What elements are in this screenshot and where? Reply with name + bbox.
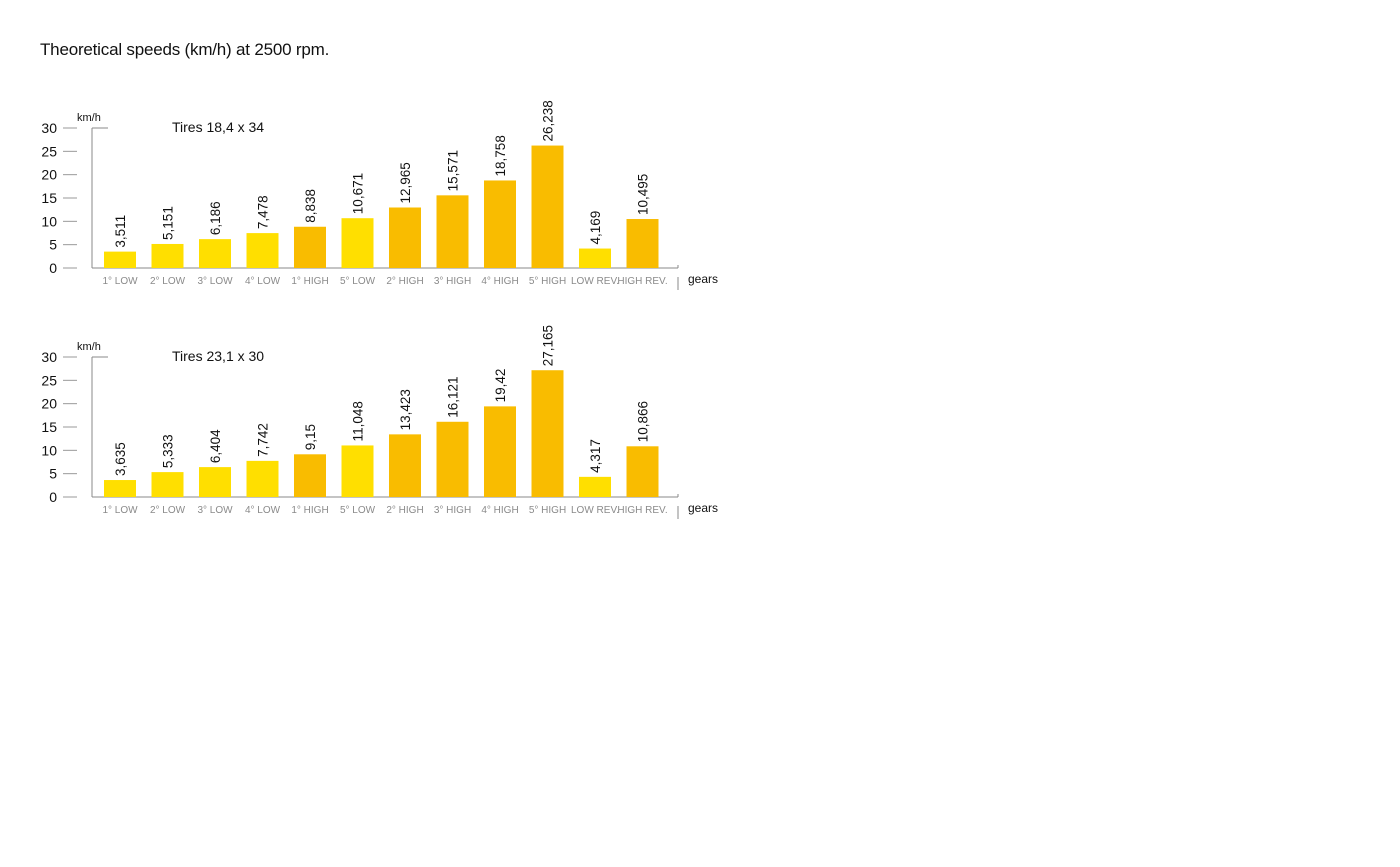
bar	[436, 195, 469, 268]
bar	[341, 218, 374, 268]
x-tick-label: 4° HIGH	[481, 276, 518, 287]
data-label: 10,866	[636, 401, 651, 442]
x-tick-label: 2° HIGH	[386, 276, 423, 287]
x-tick-label: 2° HIGH	[386, 505, 423, 516]
x-axis-title: gears	[688, 501, 718, 515]
data-label: 19,42	[493, 369, 508, 403]
x-tick-label: 1° HIGH	[291, 276, 328, 287]
data-label: 16,121	[446, 376, 461, 417]
y-tick-label: 25	[41, 372, 57, 388]
x-tick-label: HIGH REV.	[617, 505, 667, 516]
x-tick-label: 5° LOW	[340, 276, 376, 287]
x-tick-label: LOW REV.	[571, 505, 619, 516]
bar	[436, 421, 469, 497]
data-label: 11,048	[351, 401, 366, 441]
data-label: 3,511	[113, 215, 128, 248]
y-tick-label: 30	[41, 349, 57, 365]
bar	[151, 243, 184, 268]
data-label: 26,238	[541, 100, 556, 141]
y-tick-label: 20	[41, 396, 57, 412]
data-label: 10,495	[636, 174, 651, 215]
y-tick-label: 5	[49, 466, 57, 482]
data-label: 7,742	[256, 423, 271, 457]
data-label: 15,571	[446, 150, 461, 191]
bar	[579, 248, 611, 268]
bar	[294, 226, 326, 268]
page-title: Theoretical speeds (km/h) at 2500 rpm.	[40, 40, 330, 59]
x-tick-label: 1° LOW	[102, 505, 138, 516]
chart-subtitle: Tires 18,4 x 34	[172, 119, 264, 135]
data-label: 5,333	[161, 434, 176, 468]
x-tick-label: 5° HIGH	[529, 276, 566, 287]
bar	[341, 445, 374, 497]
x-axis-title: gears	[688, 272, 718, 286]
bar-chart-tires-23-1x30: 0 5 10 15 20 25 30 km/h Tires 23,1 x 30 gears 3,63…	[41, 325, 718, 519]
bar-chart-tires-18-4x34: 0 5 10 15 20 25 30 km/h Tires 18,4 x 34 gears 3,51…	[41, 100, 718, 290]
y-tick-label: 0	[49, 260, 57, 276]
x-tick-label: 2° LOW	[150, 505, 186, 516]
bar	[246, 460, 279, 497]
bar	[389, 434, 421, 497]
x-tick-label: LOW REV.	[571, 276, 619, 287]
y-tick-label: 5	[49, 237, 57, 253]
data-label: 4,317	[588, 439, 603, 473]
bar	[531, 370, 564, 497]
data-label: 8,838	[303, 189, 318, 223]
y-tick-label: 0	[49, 489, 57, 505]
bar	[531, 145, 564, 268]
bar	[104, 480, 136, 497]
y-tick-label: 10	[41, 213, 57, 229]
data-label: 6,404	[208, 429, 223, 463]
bar	[294, 454, 326, 497]
bar	[389, 207, 421, 268]
data-label: 10,671	[351, 173, 366, 214]
y-tick-label: 25	[41, 143, 57, 159]
x-tick-label: 3° HIGH	[434, 276, 471, 287]
data-label: 3,635	[113, 442, 128, 476]
bar	[151, 472, 184, 497]
x-tick-label: 5° LOW	[340, 505, 376, 516]
x-tick-label: HIGH REV.	[617, 276, 667, 287]
x-tick-label: 4° LOW	[245, 276, 281, 287]
x-tick-label: 2° LOW	[150, 276, 186, 287]
y-tick-label: 15	[41, 419, 57, 435]
data-label: 5,151	[161, 206, 176, 240]
y-tick-label: 30	[41, 120, 57, 136]
x-tick-label: 4° LOW	[245, 505, 281, 516]
x-tick-label: 1° HIGH	[291, 505, 328, 516]
chart-subtitle: Tires 23,1 x 30	[172, 348, 264, 364]
bar	[199, 239, 231, 268]
bar	[579, 476, 611, 497]
data-label: 7,478	[256, 195, 271, 229]
y-axis-unit: km/h	[77, 112, 101, 124]
bar	[104, 251, 136, 268]
bar	[199, 467, 231, 497]
data-label: 4,169	[588, 211, 603, 245]
y-axis-unit: km/h	[77, 341, 101, 353]
bar	[246, 233, 279, 268]
x-tick-label: 1° LOW	[102, 276, 138, 287]
bar	[626, 219, 659, 268]
y-tick-label: 20	[41, 167, 57, 183]
x-tick-label: 5° HIGH	[529, 505, 566, 516]
data-label: 9,15	[303, 424, 318, 450]
data-label: 12,965	[398, 162, 413, 203]
x-tick-label: 3° LOW	[197, 276, 233, 287]
bar	[626, 446, 659, 497]
x-tick-label: 3° HIGH	[434, 505, 471, 516]
data-label: 18,758	[493, 135, 508, 176]
data-label: 6,186	[208, 201, 223, 235]
bar	[484, 406, 516, 497]
y-tick-label: 10	[41, 442, 57, 458]
data-label: 13,423	[398, 389, 413, 430]
x-tick-label: 3° LOW	[197, 505, 233, 516]
bar	[484, 180, 516, 268]
x-tick-label: 4° HIGH	[481, 505, 518, 516]
data-label: 27,165	[541, 325, 556, 366]
y-tick-label: 15	[41, 190, 57, 206]
